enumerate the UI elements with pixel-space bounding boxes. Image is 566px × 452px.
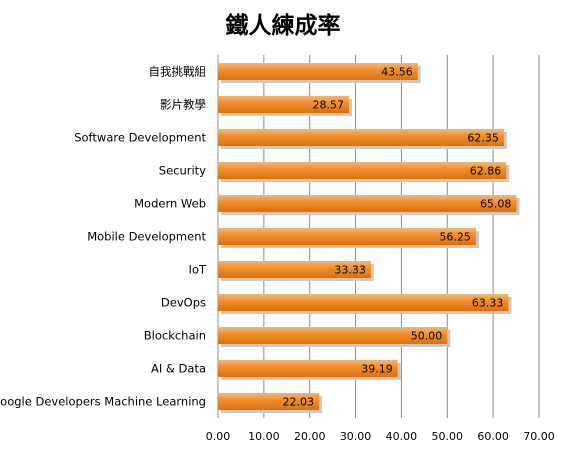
bar [218,96,350,113]
x-tick-label: 60.00 [477,430,509,443]
x-tick-label: 40.00 [386,430,418,443]
x-tick-label: 20.00 [294,430,326,443]
category-label: DevOps [161,296,206,310]
category-label: Security [159,164,206,178]
category-label: Mobile Development [87,230,206,244]
data-label: 39.19 [361,363,393,376]
data-label: 62.35 [467,132,499,145]
category-label: 自我挑戰組 [149,65,207,79]
labels: 0.00 10.00 20.00 30.00 40.00 50.00 60.00 70.00 自… [0,65,555,444]
data-label: 43.56 [381,66,413,79]
data-label: 50.00 [411,330,443,343]
bar [218,195,517,212]
x-tick-label: 70.00 [523,430,555,443]
bars [218,63,520,413]
bar [218,162,507,179]
data-label: 62.86 [470,165,502,178]
data-label: 22.03 [283,396,315,409]
x-tick-label: 0.00 [206,430,231,443]
data-label: 28.57 [313,99,345,112]
bar [218,228,476,245]
data-label: 65.08 [480,198,512,211]
data-label: 63.33 [472,297,504,310]
x-tick-label: 10.00 [248,430,280,443]
bar [218,327,448,344]
category-label: 影片教學 [160,98,206,112]
category-label: Google Developers Machine Learning [0,395,206,409]
category-label: AI & Data [151,362,206,376]
chart-title: 鐵人練成率 [225,12,341,39]
bar [218,360,398,377]
bar [218,294,509,311]
x-tick-label: 50.00 [432,430,464,443]
category-label: Modern Web [134,197,206,211]
data-label: 33.33 [334,264,366,277]
category-label: IoT [189,263,207,277]
bar [218,129,504,146]
data-label: 56.25 [439,231,471,244]
bar [218,261,371,278]
bar [218,393,320,410]
category-label: Software Development [74,131,206,145]
bar [218,63,418,80]
category-label: Blockchain [144,329,206,343]
x-tick-label: 30.00 [340,430,372,443]
